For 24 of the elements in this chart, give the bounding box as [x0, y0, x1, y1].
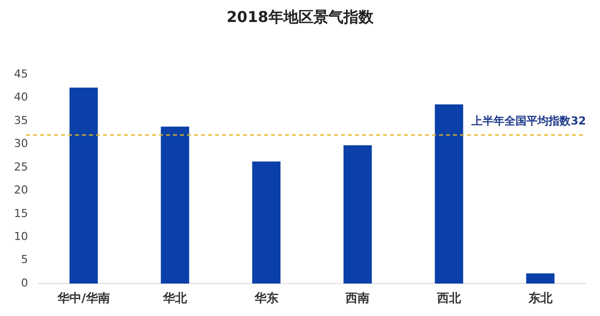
bar	[160, 126, 190, 284]
bar	[252, 161, 280, 284]
x-tick-label: 西北	[436, 290, 462, 305]
bar	[70, 88, 98, 284]
y-tick-label: 40	[14, 90, 28, 104]
bar	[434, 104, 464, 284]
y-tick-label: 15	[14, 206, 28, 220]
x-tick-label: 华北	[162, 290, 188, 305]
ref-line-label: 上半年全国平均指数32	[470, 114, 586, 128]
y-tick-label: 0	[20, 276, 28, 290]
x-tick-label: 西南	[344, 290, 370, 305]
x-tick-label: 东北	[527, 290, 554, 305]
y-tick-label: 5	[20, 253, 28, 266]
y-tick-label: 10	[14, 230, 28, 244]
y-tick-label: 45	[14, 67, 28, 80]
y-tick-label: 25	[14, 160, 28, 174]
y-tick-label: 20	[14, 184, 28, 197]
chart-title: 2018年地区景气指数	[226, 7, 374, 28]
bar	[526, 273, 554, 284]
x-tick-label: 华东	[253, 290, 278, 305]
y-tick-label: 35	[14, 114, 28, 127]
bar	[344, 145, 372, 284]
y-tick-label: 30	[14, 137, 28, 150]
x-tick-label: 华中/华南	[56, 290, 110, 305]
